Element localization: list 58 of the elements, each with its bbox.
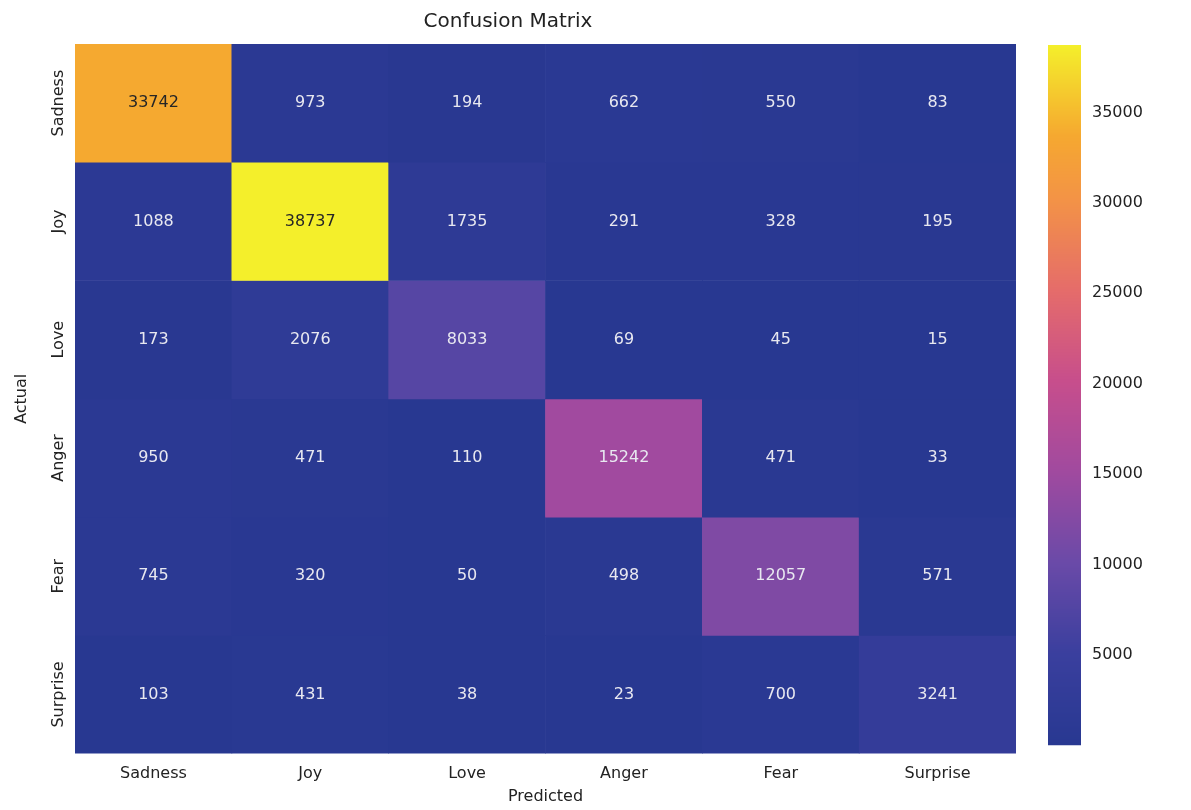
color-bar-label: 10000 [1092, 553, 1143, 573]
data-label: 328 [765, 210, 797, 230]
data-label: 662 [608, 92, 640, 112]
y-axis-title: Actual [11, 373, 31, 424]
color-bar-label: 5000 [1092, 644, 1133, 664]
color-bar-label: 35000 [1092, 101, 1143, 121]
y-tick-label: Anger [48, 433, 68, 482]
data-label: 195 [922, 210, 953, 230]
data-label: 471 [294, 447, 326, 467]
data-label: 23 [613, 683, 635, 703]
data-label: 291 [608, 210, 640, 230]
data-label: 50 [456, 565, 478, 585]
data-label: 571 [922, 565, 953, 585]
data-label: 15 [927, 328, 948, 348]
data-label: 194 [451, 92, 483, 112]
x-tick-label: Joy [297, 763, 323, 783]
data-label: 15242 [598, 447, 650, 467]
color-bar-label: 25000 [1092, 282, 1143, 302]
y-tick-label: Sadness [48, 69, 68, 137]
data-label: 33742 [127, 92, 179, 112]
data-label: 110 [451, 447, 483, 467]
data-label: 498 [608, 565, 640, 585]
data-label: 2076 [289, 328, 331, 348]
data-label: 550 [765, 92, 797, 112]
data-label: 471 [765, 447, 797, 467]
y-tick-label: Fear [48, 558, 68, 594]
data-label: 700 [765, 683, 797, 703]
data-label: 33 [927, 447, 948, 467]
data-label: 38737 [284, 210, 336, 230]
x-tick-label: Surprise [904, 763, 971, 783]
data-label: 12057 [755, 565, 807, 585]
chart-title: Confusion Matrix [423, 8, 593, 33]
x-tick-label: Anger [600, 763, 649, 783]
data-label: 320 [294, 565, 326, 585]
x-tick-label: Love [448, 763, 486, 783]
x-tick-label: Fear [763, 763, 799, 783]
data-label: 83 [927, 92, 948, 112]
color-bar-label: 15000 [1092, 463, 1143, 483]
color-bar-label: 20000 [1092, 372, 1143, 392]
data-label: 45 [770, 328, 791, 348]
color-bar-label: 30000 [1092, 192, 1143, 212]
y-tick-label: Joy [48, 209, 68, 235]
data-label: 69 [613, 328, 635, 348]
data-label: 8033 [446, 328, 488, 348]
data-label: 950 [138, 447, 169, 467]
data-label: 1735 [446, 210, 488, 230]
data-label: 745 [138, 565, 169, 585]
data-label: 1088 [133, 210, 174, 230]
data-label: 3241 [917, 683, 958, 703]
data-label: 973 [294, 92, 326, 112]
x-axis-title: Predicted [507, 785, 584, 805]
data-label: 431 [294, 683, 326, 703]
data-label: 173 [138, 328, 169, 348]
x-tick-label: Sadness [120, 763, 187, 783]
data-label: 103 [138, 683, 169, 703]
data-label: 38 [456, 683, 478, 703]
y-tick-label: Surprise [48, 661, 68, 728]
y-tick-label: Love [48, 320, 68, 359]
